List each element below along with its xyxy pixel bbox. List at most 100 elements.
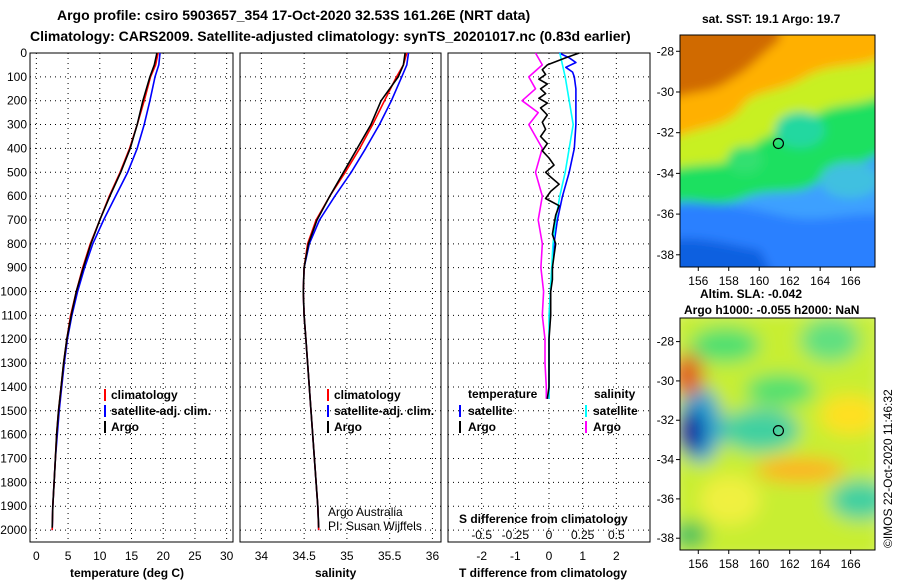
sla-map-frame <box>679 317 876 551</box>
legend-swatch-argo <box>104 421 106 433</box>
depth-tick-label: 2000 <box>0 523 27 537</box>
s-difference-axis-label: S difference from climatology <box>459 512 628 526</box>
panel-frame <box>447 52 651 543</box>
s-diff-tick-label: 0 <box>546 528 553 542</box>
sst-map-frame <box>679 34 876 268</box>
depth-tick-label: 1900 <box>0 499 27 513</box>
series-line-argo <box>51 52 158 528</box>
legend-label-t-argo: Argo <box>468 420 496 434</box>
temperature-axis-label: temperature (deg C) <box>70 566 184 580</box>
map-lat-label: -36 <box>657 492 675 506</box>
legend-swatch-t-argo <box>459 421 461 433</box>
s-diff-tick-label: -0.5 <box>471 528 492 542</box>
x-tick-label: 0 <box>33 549 40 563</box>
legend-swatch-climatology <box>327 389 329 401</box>
legend-label-s-satellite: satellite <box>593 404 638 418</box>
sla-map: 156 158 160 162 164 166 -28 -30 -32 -34 -36 -38 <box>657 317 876 571</box>
map-lon-label: 160 <box>749 274 769 288</box>
legend-swatch-satellite <box>104 405 106 417</box>
s-diff-tick-label: -0.25 <box>502 528 530 542</box>
figure-title-line1: Argo profile: csiro 5903657_354 17-Oct-2… <box>57 7 530 23</box>
map-lat-label: -30 <box>657 85 675 99</box>
map-lat-label: -28 <box>657 335 675 349</box>
depth-tick-label: 800 <box>7 237 27 251</box>
salinity-legend: climatology satellite-adj. clim. Argo <box>327 388 434 434</box>
map-lon-label: 158 <box>719 557 739 571</box>
depth-tick-label: 100 <box>7 70 27 84</box>
x-tick-label: 2 <box>613 549 620 563</box>
legend-swatch-s-argo <box>585 421 587 433</box>
temperature-legend: climatology satellite-adj. clim. Argo <box>104 388 211 434</box>
sla-map-subtitle: Argo h1000: -0.055 h2000: NaN <box>684 303 859 317</box>
x-tick-label: 1 <box>579 549 586 563</box>
map-lon-label: 160 <box>749 557 769 571</box>
legend-label-satellite: satellite-adj. clim. <box>334 404 434 418</box>
depth-tick-label: 1500 <box>0 404 27 418</box>
legend-label-argo: Argo <box>111 420 139 434</box>
depth-tick-label: 1400 <box>0 380 27 394</box>
map-lon-label: 162 <box>780 274 800 288</box>
legend-label-climatology: climatology <box>334 388 401 402</box>
depth-tick-label: 1600 <box>0 428 27 442</box>
argo-float-marker <box>772 137 785 150</box>
depth-tick-label: 700 <box>7 213 27 227</box>
x-tick-label: 35.5 <box>378 549 402 563</box>
depth-tick-label: 1200 <box>0 332 27 346</box>
depth-tick-label: 200 <box>7 94 27 108</box>
legend-swatch-s-satellite <box>585 405 587 417</box>
series-line-salinity-argo <box>521 52 548 399</box>
s-diff-tick-label: 0.5 <box>608 528 625 542</box>
depth-tick-label: 1700 <box>0 452 27 466</box>
depth-tick-label: 900 <box>7 261 27 275</box>
x-tick-label: -1 <box>510 549 521 563</box>
map-lon-label: 164 <box>810 557 830 571</box>
depth-tick-label: 600 <box>7 189 27 203</box>
depth-tick-label: 500 <box>7 165 27 179</box>
series-line-argo <box>302 52 406 528</box>
x-tick-label: 25 <box>188 549 202 563</box>
sst-map: 156 158 160 162 164 166 -28 -30 -32 -34 -36 -38 <box>657 34 876 288</box>
difference-panel: -2 -1 0 1 2 -0.5 -0.25 0 0.25 0.5 <box>447 52 651 563</box>
credit-line2: PI: Susan Wijffels <box>328 519 422 533</box>
legend-title-salinity: salinity <box>594 387 636 401</box>
x-tick-label: 10 <box>93 549 107 563</box>
legend-label-argo: Argo <box>334 420 362 434</box>
sla-field <box>680 318 875 550</box>
depth-tick-label: 300 <box>7 118 27 132</box>
map-lon-label: 162 <box>780 557 800 571</box>
map-lat-label: -32 <box>657 413 675 427</box>
depth-tick-label: 1300 <box>0 356 27 370</box>
map-lon-label: 166 <box>841 274 861 288</box>
legend-swatch-climatology <box>104 389 106 401</box>
x-tick-label: 35 <box>340 549 354 563</box>
map-lon-label: 156 <box>688 557 708 571</box>
map-lat-label: -38 <box>657 531 675 545</box>
sla-map-axes: 156 158 160 162 164 166 -28 -30 -32 -34 -36 -38 <box>657 335 861 571</box>
panel-frame <box>239 52 442 543</box>
depth-axis: 0 100 200 300 400 500 600 700 800 900 1000 1100 1200… <box>0 46 27 537</box>
temperature-panel: 0 5 10 15 20 25 30 <box>29 52 234 563</box>
sst-field <box>680 35 875 267</box>
map-lat-label: -38 <box>657 248 675 262</box>
x-tick-label: 20 <box>157 549 171 563</box>
map-lat-label: -32 <box>657 126 675 140</box>
map-lon-label: 158 <box>719 274 739 288</box>
legend-label-climatology: climatology <box>111 388 178 402</box>
panel-frame <box>29 52 234 543</box>
x-tick-label: 15 <box>125 549 139 563</box>
credit-line1: Argo Australia <box>328 505 403 519</box>
legend-swatch-t-satellite <box>459 405 461 417</box>
series-line-salinity-satellite <box>548 52 575 399</box>
sst-map-axes: 156 158 160 162 164 166 -28 -30 -32 -34 -36 -38 <box>657 44 861 288</box>
salinity-panel: 34 34.5 35 35.5 36 <box>239 52 442 563</box>
x-tick-label: 30 <box>220 549 234 563</box>
sst-map-title: sat. SST: 19.1 Argo: 19.7 <box>702 12 841 26</box>
legend-label-t-satellite: satellite <box>468 404 513 418</box>
difference-legend: temperature salinity satellite Argo sate… <box>459 387 638 434</box>
t-difference-axis-label: T difference from climatology <box>459 566 627 580</box>
figure-title-line2: Climatology: CARS2009. Satellite-adjuste… <box>30 28 631 44</box>
x-tick-label: 36 <box>426 549 440 563</box>
map-lat-label: -30 <box>657 374 675 388</box>
map-lat-label: -28 <box>657 44 675 58</box>
